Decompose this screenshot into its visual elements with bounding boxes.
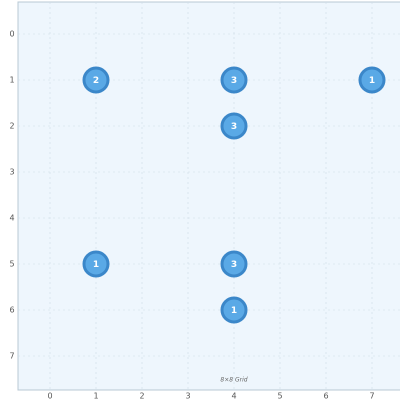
island-label: 1	[93, 260, 99, 270]
island-label: 1	[369, 76, 375, 86]
row-label: 5	[9, 260, 14, 269]
island	[220, 112, 248, 140]
island	[220, 296, 248, 324]
island-label: 3	[231, 76, 237, 86]
column-label: 0	[47, 392, 52, 400]
row-label: 0	[9, 30, 14, 39]
grid-caption: 8×8 Grid	[220, 377, 247, 384]
board-background	[17, 1, 400, 391]
island	[358, 66, 386, 94]
column-label: 7	[369, 392, 374, 400]
column-label: 1	[93, 392, 98, 400]
row-label: 1	[9, 76, 14, 85]
column-label: 5	[277, 392, 282, 400]
island	[82, 66, 110, 94]
island-label: 2	[93, 76, 99, 86]
column-label: 3	[185, 392, 190, 400]
island	[220, 66, 248, 94]
island-label: 3	[231, 122, 237, 132]
column-label: 6	[323, 392, 328, 400]
island	[82, 250, 110, 278]
row-label: 4	[9, 214, 14, 223]
row-label: 2	[9, 122, 14, 131]
column-label: 4	[231, 392, 236, 400]
island	[220, 250, 248, 278]
column-label: 2	[139, 392, 144, 400]
row-label: 6	[9, 306, 14, 315]
row-label: 3	[9, 168, 14, 177]
island-label: 1	[231, 306, 237, 316]
row-label: 7	[9, 352, 14, 361]
island-label: 3	[231, 260, 237, 270]
